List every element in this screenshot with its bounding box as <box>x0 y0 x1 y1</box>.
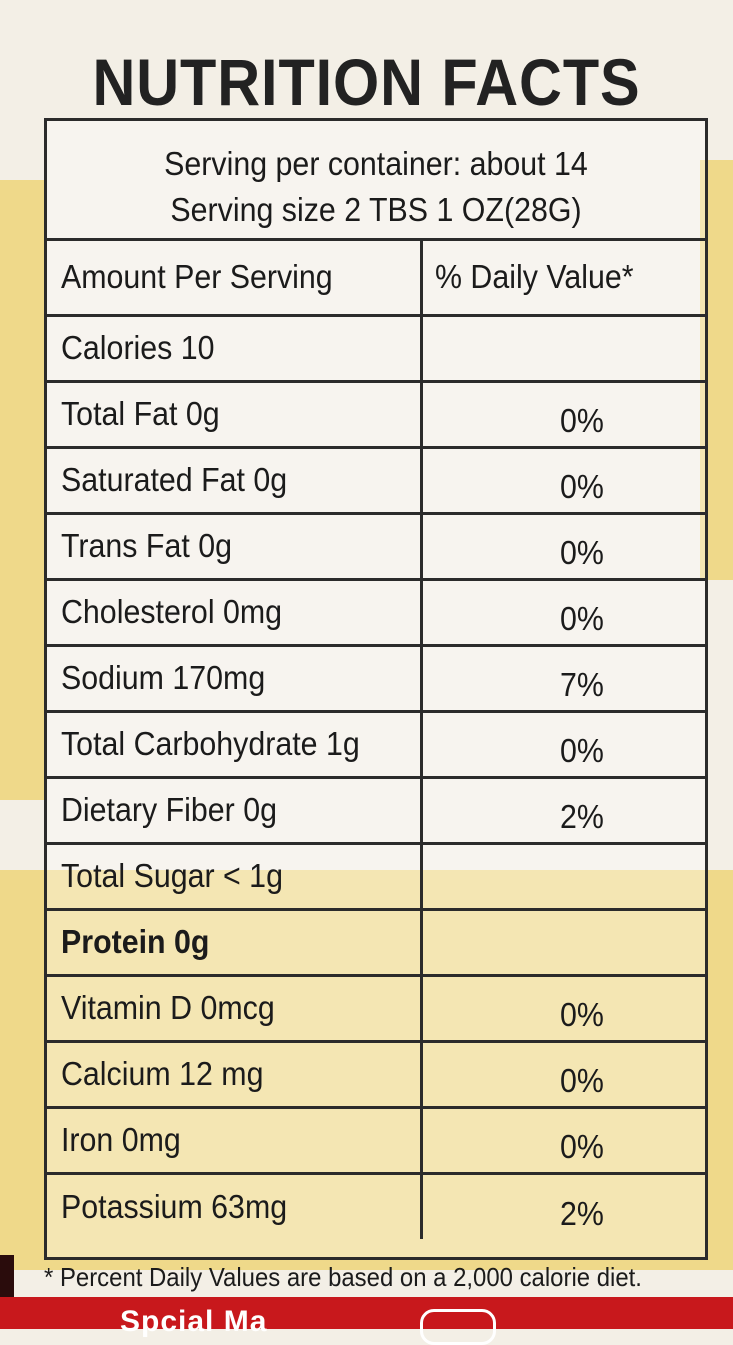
header-daily-value: % Daily Value* <box>419 241 705 317</box>
nutrient-name: Total Fat 0g <box>47 381 421 449</box>
table-row: Total Carbohydrate 1g 0% <box>47 711 705 779</box>
nutrient-name: Dietary Fiber 0g <box>47 777 421 845</box>
nutrient-dv: 2% <box>419 777 705 845</box>
label-title: NUTRITION FACTS <box>92 45 641 119</box>
servings-per-container: Serving per container: about 14 <box>164 145 588 182</box>
table-header-row: Amount Per Serving % Daily Value* <box>47 241 705 317</box>
nutrient-dv: 7% <box>419 645 705 713</box>
nutrient-name: Saturated Fat 0g <box>47 447 421 515</box>
nutrient-dv <box>419 843 705 911</box>
nutrient-name: Vitamin D 0mcg <box>47 975 421 1043</box>
daily-value-footnote: * Percent Daily Values are based on a 2,… <box>44 1262 642 1292</box>
table-row: Cholesterol 0mg 0% <box>47 579 705 647</box>
nutrient-dv: 0% <box>419 975 705 1043</box>
table-row: Protein 0g <box>47 909 705 977</box>
yellow-stripe-left <box>0 180 44 800</box>
header-amount-per-serving: Amount Per Serving <box>47 241 421 317</box>
package-bottom-band: Spcial Ma <box>0 1297 733 1345</box>
nutrient-dv <box>419 909 705 977</box>
table-row: Saturated Fat 0g 0% <box>47 447 705 515</box>
nutrient-name: Calories 10 <box>47 315 421 383</box>
table-row: Trans Fat 0g 0% <box>47 513 705 581</box>
table-row: Potassium 63mg 2% <box>47 1173 705 1239</box>
table-row: Sodium 170mg 7% <box>47 645 705 713</box>
nutrient-name: Trans Fat 0g <box>47 513 421 581</box>
nutrient-dv: 0% <box>419 513 705 581</box>
nutrient-name: Sodium 170mg <box>47 645 421 713</box>
table-row: Calories 10 <box>47 315 705 383</box>
table-row: Total Fat 0g 0% <box>47 381 705 449</box>
nutrient-dv: 0% <box>419 381 705 449</box>
nutrition-table: Amount Per Serving % Daily Value* Calori… <box>47 241 705 1239</box>
table-row: Iron 0mg 0% <box>47 1107 705 1175</box>
table-row: Vitamin D 0mcg 0% <box>47 975 705 1043</box>
nutrient-name: Calcium 12 mg <box>47 1041 421 1109</box>
nutrient-dv: 0% <box>419 1041 705 1109</box>
serving-size: Serving size 2 TBS 1 OZ(28G) <box>170 191 582 228</box>
package-text-partial: Spcial Ma <box>120 1305 268 1338</box>
nutrition-panel: Serving per container: about 14 Serving … <box>44 118 708 1260</box>
nutrient-name: Potassium 63mg <box>61 1187 288 1225</box>
nutrient-name: Iron 0mg <box>47 1107 421 1175</box>
logo-outline <box>420 1309 496 1345</box>
nutrient-name: Cholesterol 0mg <box>47 579 421 647</box>
nutrient-name: Total Carbohydrate 1g <box>47 711 421 779</box>
nutrient-name: Protein 0g <box>47 909 421 977</box>
nutrient-dv: 0% <box>419 579 705 647</box>
serving-info: Serving per container: about 14 Serving … <box>47 121 705 241</box>
nutrient-dv: 0% <box>419 1107 705 1175</box>
nutrient-dv: 0% <box>419 711 705 779</box>
table-row: Dietary Fiber 0g 2% <box>47 777 705 845</box>
table-row: Calcium 12 mg 0% <box>47 1041 705 1109</box>
nutrient-name: Total Sugar < 1g <box>47 843 421 911</box>
nutrient-dv: 2% <box>419 1173 705 1239</box>
table-row: Total Sugar < 1g <box>47 843 705 911</box>
nutrient-dv: 0% <box>419 447 705 515</box>
nutrient-dv <box>419 315 705 383</box>
